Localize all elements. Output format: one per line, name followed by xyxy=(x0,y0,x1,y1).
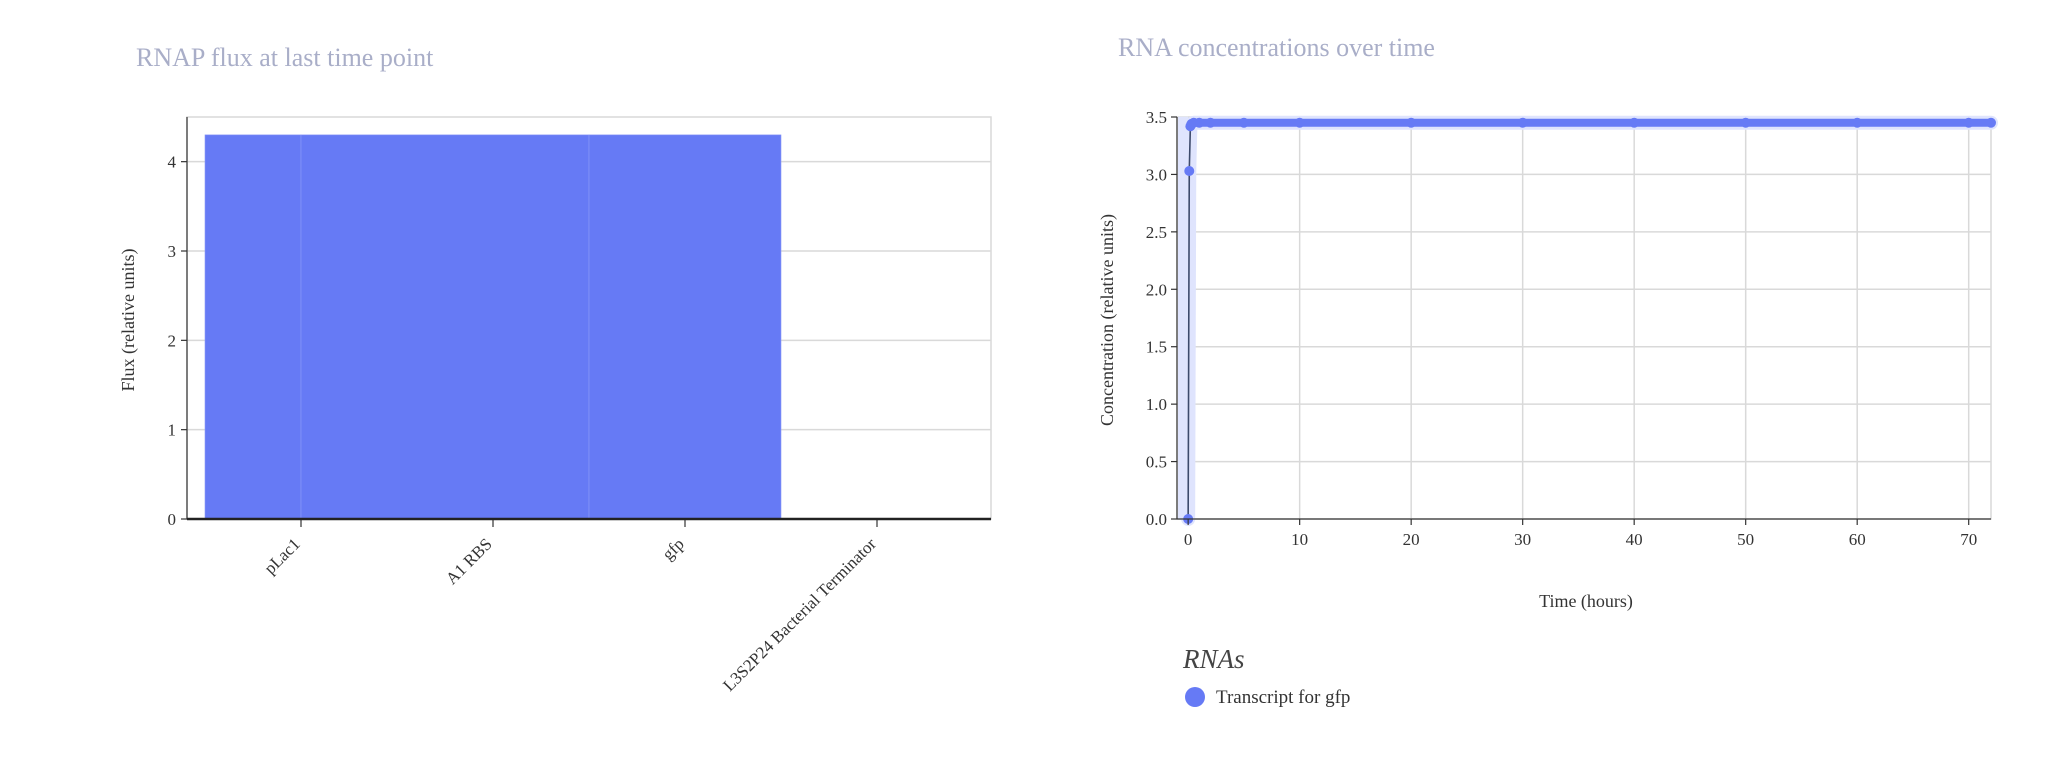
line-chart-grid xyxy=(1176,116,1992,520)
line-chart-y-tick-label: 0.5 xyxy=(1146,453,1167,472)
data-point xyxy=(1629,117,1640,128)
series-halo xyxy=(1181,115,1998,526)
data-point xyxy=(1740,117,1751,128)
series-line-plateau xyxy=(1186,118,1995,131)
data-point xyxy=(1986,117,1996,128)
bar-chart-y-tick-label: 0 xyxy=(168,510,177,529)
bar xyxy=(204,134,302,520)
bar xyxy=(588,134,782,520)
legend-swatch-icon xyxy=(1185,687,1205,707)
bar-chart-y-tick-label: 1 xyxy=(168,421,177,440)
data-point xyxy=(1238,117,1249,128)
line-chart-y-tick-label: 0.0 xyxy=(1146,510,1167,529)
data-point xyxy=(1294,117,1305,128)
line-chart-x-tick-label: 50 xyxy=(1737,530,1754,549)
line-chart-x-tick-label: 40 xyxy=(1626,530,1643,549)
data-point xyxy=(1963,117,1974,128)
line-chart-x-tick-label: 30 xyxy=(1514,530,1531,549)
line-chart-x-axis-label: Time (hours) xyxy=(1539,591,1633,612)
line-chart-x-tick-label: 70 xyxy=(1960,530,1977,549)
data-point xyxy=(1406,117,1417,128)
line-chart-axes: 0.0 0.5 1.0 1.5 2.0 2.5 3.0 3.5 0 10 20 30 40 50 60 70 xyxy=(1146,108,1991,549)
line-chart-y-tick-label: 3.0 xyxy=(1146,165,1167,184)
bar-chart-y-tick-label: 4 xyxy=(168,153,177,172)
bar-chart-x-tick-label: gfp xyxy=(658,534,687,563)
bar-chart-bars xyxy=(204,134,782,520)
bar-chart-y-tick-label: 3 xyxy=(168,242,177,261)
data-point xyxy=(1194,117,1205,128)
data-point xyxy=(1184,165,1195,176)
data-point xyxy=(1852,117,1863,128)
bar-chart-x-tick-label: pLac1 xyxy=(260,534,303,577)
legend-item-label: Transcript for gfp xyxy=(1216,687,1350,708)
bar-chart-x-tick-label: L3S2P24 Bacterial Terminator xyxy=(719,534,880,695)
bar-chart-x-tick-label: A1 RBS xyxy=(442,534,496,588)
bar-chart-y-axis-label: Flux (relative units) xyxy=(118,249,139,392)
line-chart-x-tick-label: 60 xyxy=(1849,530,1866,549)
line-chart-y-tick-label: 2.0 xyxy=(1146,280,1167,299)
line-chart-y-axis-label: Concentration (relative units) xyxy=(1097,214,1118,426)
line-chart-x-tick-label: 20 xyxy=(1403,530,1420,549)
line-chart-y-tick-label: 1.5 xyxy=(1146,338,1167,357)
line-chart-x-tick-label: 10 xyxy=(1291,530,1308,549)
bar-chart-title: RNAP flux at last time point xyxy=(136,43,434,72)
line-chart-series xyxy=(1178,115,1998,526)
bar-chart: RNAP flux at last time point 0 1 2 3 4 pLac1 A… xyxy=(118,43,992,695)
series-line xyxy=(1187,121,1991,520)
line-chart-y-tick-label: 2.5 xyxy=(1146,223,1167,242)
line-chart-x-tick-label: 0 xyxy=(1184,530,1193,549)
bar-chart-y-tick-label: 2 xyxy=(168,331,177,350)
legend-title: RNAs xyxy=(1182,644,1245,674)
bar xyxy=(300,134,590,520)
data-point xyxy=(1517,117,1528,128)
legend: RNAs Transcript for gfp xyxy=(1182,644,1350,708)
line-chart-y-tick-label: 3.5 xyxy=(1146,108,1167,127)
data-point xyxy=(1205,117,1216,128)
line-chart: RNA concentrations over time 0.0 0.5 1.0 1.… xyxy=(1097,33,1998,708)
line-chart-y-tick-label: 1.0 xyxy=(1146,395,1167,414)
line-chart-title: RNA concentrations over time xyxy=(1118,33,1435,62)
